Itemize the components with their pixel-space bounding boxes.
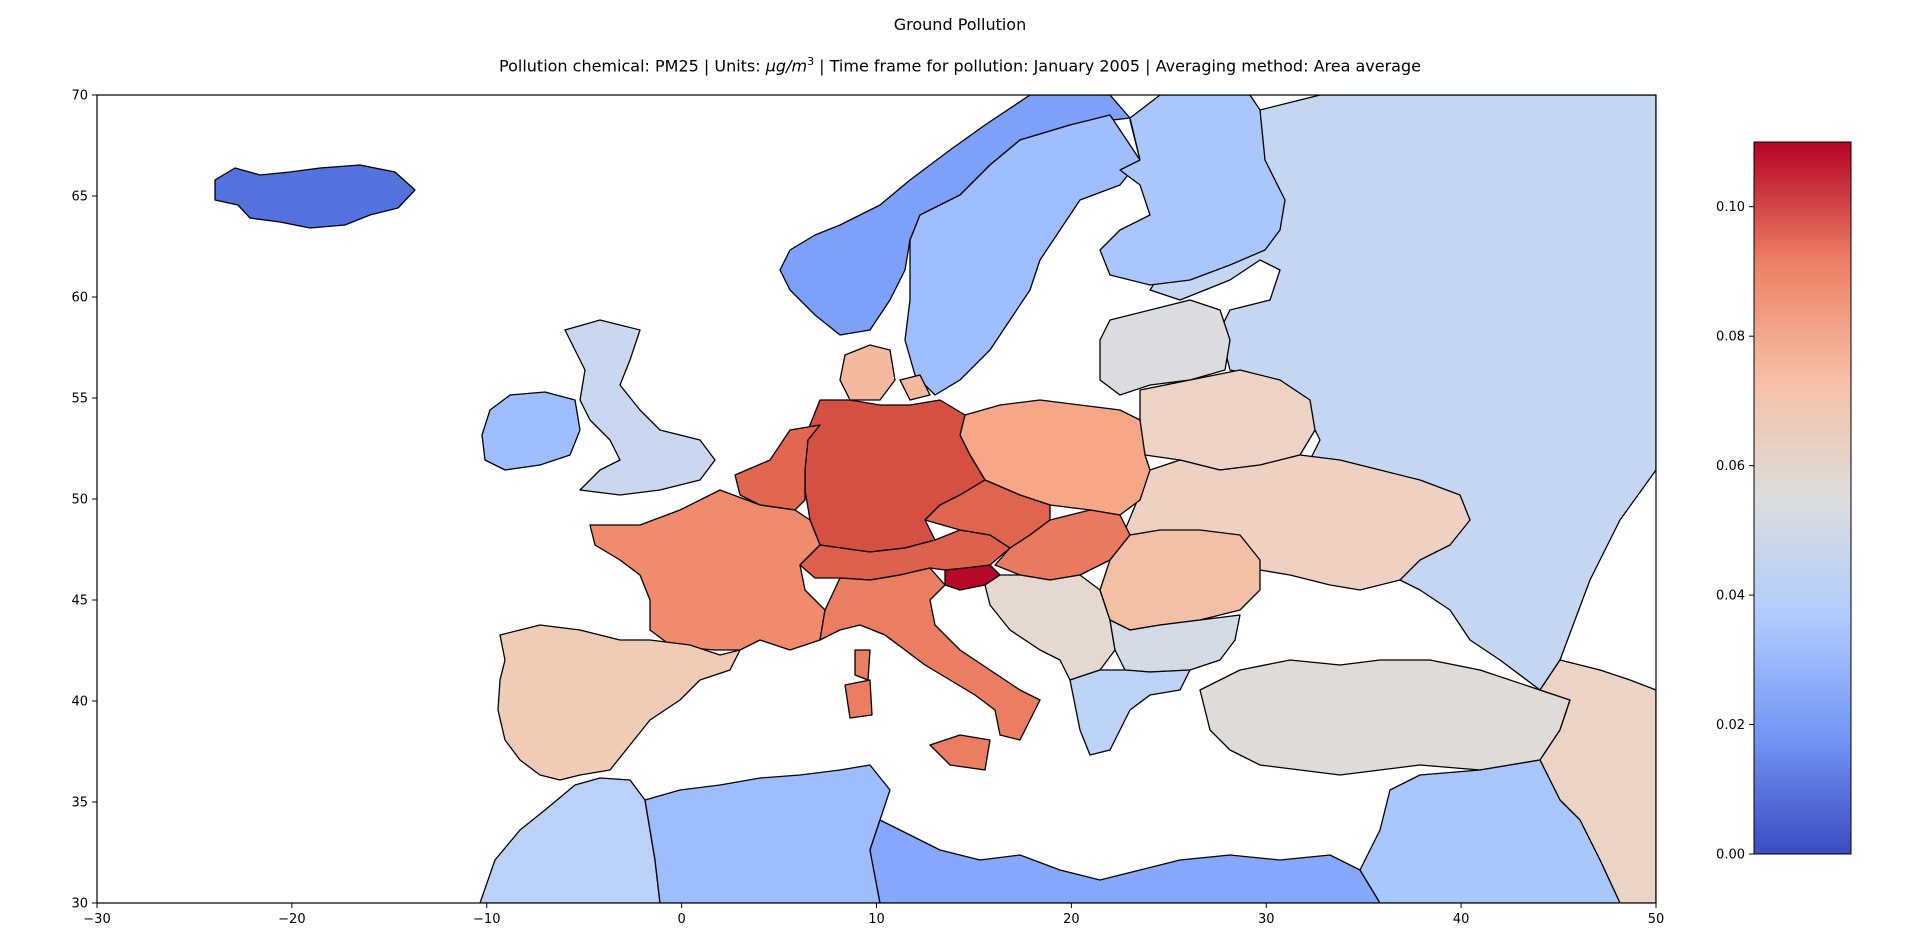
region-iceland[interactable] — [214, 164, 416, 229]
y-tick-label: 70 — [71, 89, 88, 104]
x-tick-label: 0 — [677, 912, 685, 927]
colorbar-ticks: 0.00 0.02 0.04 0.06 0.08 0.10 — [1716, 200, 1754, 863]
y-tick-label: 45 — [71, 594, 88, 609]
region-spain-portugal[interactable] — [497, 624, 741, 781]
chart-subtitle: Pollution chemical: PM25 | Units: μg/m3 … — [0, 55, 1920, 75]
y-tick-label: 35 — [71, 796, 88, 811]
colorbar-gradient — [1753, 141, 1852, 855]
region-uk[interactable] — [564, 319, 716, 496]
y-tick-label: 50 — [71, 493, 88, 508]
y-tick-label: 65 — [71, 190, 88, 205]
region-finland[interactable] — [1099, 95, 1286, 286]
region-middle-east[interactable] — [1359, 759, 1621, 903]
subtitle-unit-exponent: 3 — [807, 55, 815, 68]
y-axis: 30 35 40 45 50 55 60 65 70 — [71, 89, 97, 912]
x-tick-label: 20 — [1063, 912, 1080, 927]
x-tick-label: 30 — [1258, 912, 1275, 927]
region-north-africa-libya[interactable] — [869, 819, 1381, 903]
chart-title: Ground Pollution — [893, 15, 1027, 34]
y-tick-label: 60 — [71, 291, 88, 306]
colorbar-tick-label: 0.06 — [1716, 459, 1745, 474]
subtitle-unit: μg/m — [765, 56, 808, 76]
x-tick-label: −10 — [473, 912, 500, 927]
region-italy[interactable] — [819, 567, 1041, 771]
x-tick-label: −20 — [278, 912, 305, 927]
x-tick-label: 10 — [868, 912, 885, 927]
region-france[interactable] — [589, 489, 826, 651]
region-baltics[interactable] — [1099, 299, 1231, 396]
x-tick-label: 50 — [1648, 912, 1665, 927]
colorbar-tick-label: 0.08 — [1716, 330, 1745, 345]
colorbar-tick-label: 0.00 — [1716, 848, 1745, 863]
region-benelux[interactable] — [734, 424, 821, 511]
colorbar: 0.00 0.02 0.04 0.06 0.08 0.10 — [1716, 141, 1852, 863]
y-tick-label: 30 — [71, 897, 88, 912]
colorbar-tick-label: 0.02 — [1716, 718, 1745, 733]
x-axis: −30 −20 −10 0 10 20 30 40 50 — [83, 903, 1664, 927]
region-greece[interactable] — [1069, 669, 1191, 756]
x-tick-label: 40 — [1453, 912, 1470, 927]
colorbar-tick-label: 0.04 — [1716, 589, 1745, 604]
y-tick-label: 55 — [71, 392, 88, 407]
x-tick-label: −30 — [83, 912, 110, 927]
subtitle-prefix: Pollution chemical: PM25 | Units: — [499, 56, 766, 76]
colorbar-tick-label: 0.10 — [1716, 200, 1745, 215]
y-tick-label: 40 — [71, 695, 88, 710]
region-denmark[interactable] — [839, 344, 931, 401]
map-area — [97, 95, 1656, 903]
region-czechia[interactable] — [924, 479, 1051, 549]
region-north-africa-algeria[interactable] — [644, 764, 891, 903]
region-ireland[interactable] — [481, 391, 581, 471]
subtitle-suffix: | Time frame for pollution: January 2005… — [814, 56, 1421, 76]
